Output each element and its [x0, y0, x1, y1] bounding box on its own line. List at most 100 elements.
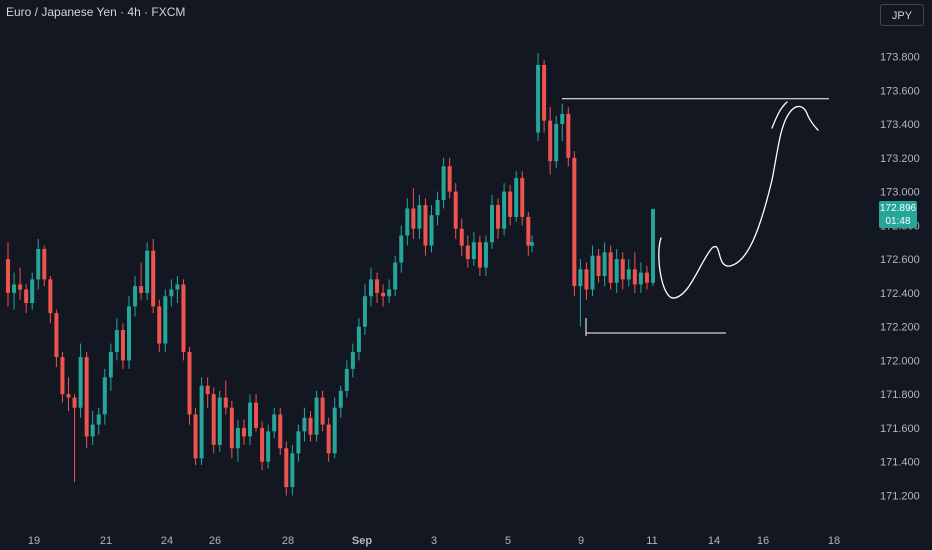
candle [211, 387, 216, 454]
candle [429, 205, 434, 253]
candle [314, 390, 319, 442]
candle [235, 419, 240, 462]
candle [536, 53, 541, 141]
candle-body [490, 205, 494, 243]
y-tick-label: 173.200 [880, 153, 920, 165]
candle-body [78, 357, 83, 408]
candle-body [429, 215, 434, 246]
candle-body [254, 402, 259, 428]
candle [284, 441, 289, 496]
candle [542, 59, 547, 133]
candle-body [241, 427, 246, 437]
x-tick-label: 14 [708, 535, 720, 547]
candle-body [260, 427, 265, 462]
y-tick-label: 172.200 [880, 322, 920, 334]
candle [548, 107, 553, 175]
currency-button[interactable]: JPY [880, 4, 924, 26]
candle-body [229, 407, 234, 449]
candle-body [151, 250, 156, 307]
candle [114, 318, 119, 361]
candle [145, 242, 150, 300]
y-tick-label: 171.600 [880, 423, 920, 435]
candle [399, 225, 404, 273]
candle [393, 255, 398, 297]
candle-body [24, 289, 29, 304]
x-tick-label: 18 [828, 535, 840, 547]
candle [441, 157, 446, 209]
candle [163, 289, 168, 352]
candle-body [387, 289, 392, 297]
candle-body [483, 242, 488, 268]
candle [320, 390, 325, 432]
candle [459, 218, 464, 256]
candle-body [344, 368, 349, 391]
y-tick-label: 171.200 [880, 491, 920, 503]
candle [596, 248, 601, 283]
candle-body [560, 113, 565, 125]
candle-body [620, 259, 625, 280]
candle [248, 394, 252, 445]
candle-body [602, 252, 607, 276]
candle [6, 242, 10, 307]
x-tick-label: 24 [161, 535, 173, 547]
candle-body [632, 269, 637, 285]
candle-body [181, 284, 186, 352]
candle [308, 411, 313, 442]
candle [272, 407, 277, 439]
candle-body [423, 205, 428, 246]
candle-body [314, 397, 319, 435]
candle [356, 318, 361, 361]
candle-body [514, 178, 519, 217]
candle [502, 183, 507, 236]
candle-body [290, 453, 295, 488]
candle [423, 198, 428, 256]
candle [608, 245, 613, 290]
candle [508, 184, 513, 226]
candle-body [638, 272, 643, 285]
candle-body [530, 242, 534, 246]
candle-body [296, 431, 301, 454]
candle-body [278, 414, 283, 449]
candle-body [362, 296, 367, 327]
candle-body [350, 351, 355, 369]
candle [369, 267, 373, 307]
candle [602, 242, 607, 287]
candle [387, 279, 392, 304]
candle [84, 351, 89, 449]
candle [169, 279, 174, 307]
candle [278, 407, 283, 455]
candle-body [205, 385, 210, 395]
symbol-title: Euro / Japanese Yen · 4h · FXCM [6, 5, 186, 19]
candle-body [187, 351, 192, 415]
candle-body [614, 259, 619, 283]
candle-body [66, 394, 71, 398]
candle-body [54, 313, 59, 358]
candle-body [393, 262, 398, 290]
candle-body [60, 357, 65, 395]
candle [254, 394, 259, 432]
candle [375, 272, 380, 304]
candle-body [566, 113, 571, 158]
candle [578, 259, 583, 327]
candle [332, 397, 337, 459]
candle-body [536, 64, 541, 133]
candle [417, 194, 422, 239]
y-tick-label: 172.400 [880, 288, 920, 300]
candle [241, 419, 246, 445]
x-tick-label: 11 [646, 535, 657, 547]
candle [514, 171, 519, 222]
candle-body [326, 424, 331, 454]
candle-body [12, 284, 17, 293]
candle [477, 235, 482, 276]
candle-body [502, 191, 507, 229]
candle-body [338, 390, 343, 408]
y-tick-label: 173.800 [880, 52, 920, 64]
last-price-tag: 172.896 01:48 [879, 201, 917, 228]
y-tick-label: 173.000 [880, 187, 920, 199]
candle-body [72, 397, 77, 408]
candle-body [139, 286, 144, 293]
candle-body [272, 414, 277, 432]
candle-body [554, 124, 559, 162]
candle-body [578, 269, 583, 287]
